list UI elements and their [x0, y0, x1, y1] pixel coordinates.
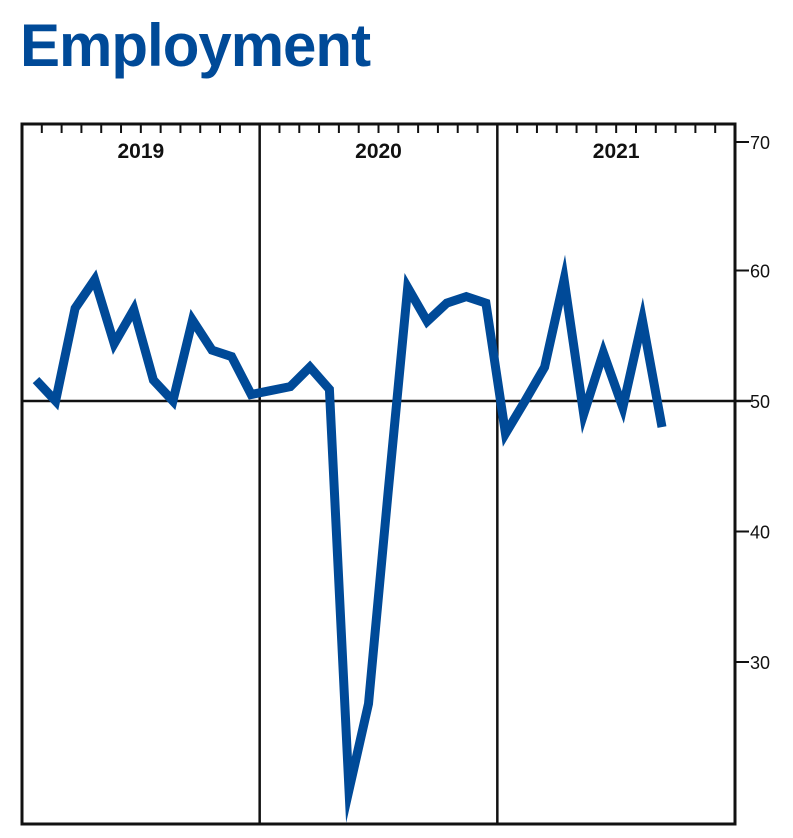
data-point [94, 279, 95, 280]
data-point [270, 390, 271, 391]
year-label: 2020 [355, 140, 402, 163]
data-point [446, 303, 447, 304]
data-point [212, 350, 213, 351]
data-point [525, 401, 526, 402]
data-point [564, 279, 565, 280]
data-point [290, 386, 291, 387]
data-point [388, 492, 389, 493]
data-point [329, 389, 330, 390]
data-point [466, 296, 467, 297]
series-line [32, 254, 667, 824]
y-tick-label: 50 [750, 392, 770, 412]
data-point [231, 356, 232, 357]
data-point [407, 287, 408, 288]
data-point [544, 367, 545, 368]
data-point [55, 401, 56, 402]
data-point [368, 703, 369, 704]
data-point [36, 380, 37, 381]
data-point [309, 367, 310, 368]
data-point [661, 427, 662, 428]
data-point [192, 320, 193, 321]
year-label: 2021 [593, 140, 640, 163]
data-point [172, 401, 173, 402]
data-point [133, 309, 134, 310]
data-point [251, 394, 252, 395]
y-tick-label: 30 [750, 653, 770, 673]
y-tick-label: 70 [750, 133, 770, 153]
plot-frame [20, 122, 737, 826]
data-point [114, 343, 115, 344]
data-point [485, 303, 486, 304]
y-tick-label: 60 [750, 262, 770, 282]
data-point [622, 407, 623, 408]
data-point [642, 320, 643, 321]
y-tick-label: 40 [750, 523, 770, 543]
chart-title: Employment [20, 12, 371, 79]
data-point [153, 380, 154, 381]
data-point [603, 352, 604, 353]
data-point [583, 414, 584, 415]
data-point [427, 321, 428, 322]
data-point [505, 433, 506, 434]
data-point [348, 789, 349, 790]
data-point [75, 308, 76, 309]
year-label: 2019 [117, 140, 164, 163]
